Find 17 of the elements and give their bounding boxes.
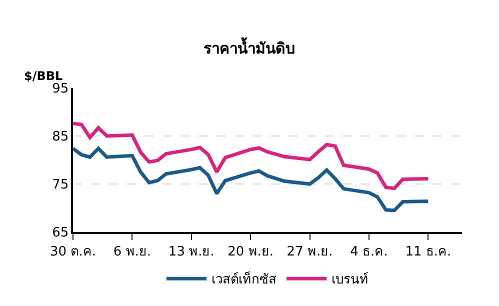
y-axis-title: $/BBL — [24, 69, 64, 83]
line-series — [73, 146, 430, 212]
legend-label: เบรนท์ — [332, 272, 368, 288]
y-tick-label: 85 — [52, 130, 69, 145]
y-tick-label: 75 — [52, 178, 69, 193]
y-tick-label: 95 — [52, 82, 69, 97]
x-tick-label: 27 พ.ย. — [286, 244, 333, 260]
x-tick-label: 13 พ.ย. — [168, 244, 214, 260]
x-tick-label: 11 ธ.ค. — [405, 244, 452, 260]
x-tick-label: 6 พ.ย. — [113, 244, 152, 260]
legend-label: เวสต์เท็กซัส — [212, 270, 276, 288]
line-series — [73, 122, 430, 190]
y-tick-label: 65 — [52, 226, 69, 241]
chart-title: ราคาน้ำมันดิบ — [204, 36, 296, 58]
x-tick-label: 30 ต.ค. — [50, 244, 96, 260]
x-tick-label: 4 ธ.ค. — [350, 244, 388, 260]
x-tick-label: 20 พ.ย. — [228, 244, 274, 260]
